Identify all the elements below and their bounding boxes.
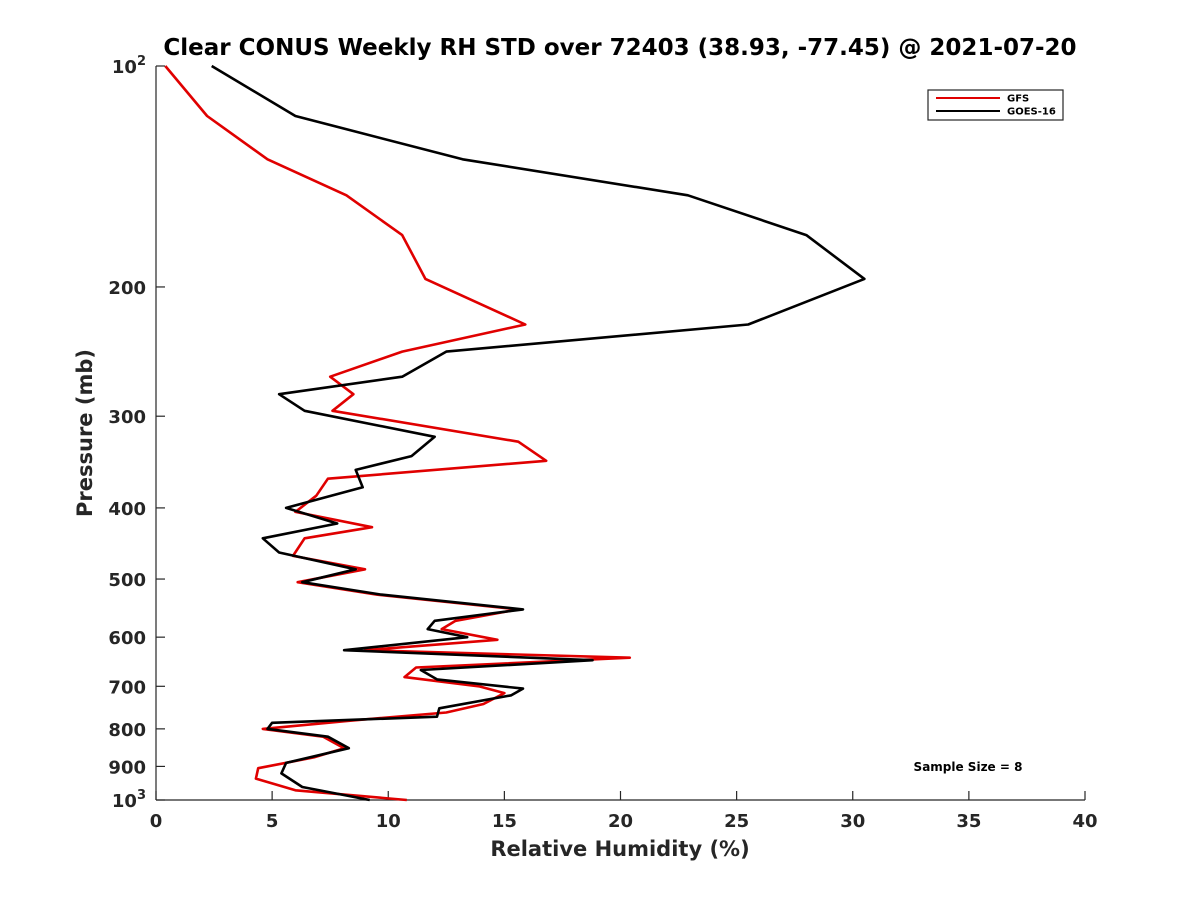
x-tick-label: 30: [840, 811, 865, 832]
y-tick-label: 300: [108, 407, 146, 428]
x-ticks: 0 5 10 15 20 25 30 35 40: [150, 791, 1098, 832]
x-axis-label: Relative Humidity (%): [490, 837, 749, 861]
x-tick-label: 10: [376, 811, 401, 832]
y-tick-label: 800: [108, 720, 146, 741]
x-tick-label: 0: [150, 811, 163, 832]
series-line-goes16: [211, 64, 866, 802]
y-tick-label: 700: [108, 677, 146, 698]
y-tick-label: 400: [108, 499, 146, 520]
chart-title: Clear CONUS Weekly RH STD over 72403 (38…: [163, 35, 1076, 61]
y-tick-label: 200: [108, 278, 146, 299]
y-tick-label: 103: [112, 788, 146, 812]
y-tick-label: 600: [108, 628, 146, 649]
x-tick-label: 15: [492, 811, 517, 832]
legend-label-goes16: GOES-16: [1007, 107, 1056, 118]
y-axis-label: Pressure (mb): [73, 349, 97, 517]
sample-size-annotation: Sample Size = 8: [914, 760, 1023, 774]
x-tick-label: 20: [608, 811, 633, 832]
x-tick-label: 5: [266, 811, 279, 832]
y-tick-label: 900: [108, 757, 146, 778]
x-tick-label: 25: [724, 811, 749, 832]
y-ticks: 102 200 300 400 500 600 700 800 900 103: [108, 54, 165, 812]
y-tick-label: 500: [108, 570, 146, 591]
legend: GFS GOES-16: [927, 89, 1064, 121]
series-lines: [164, 64, 866, 802]
legend-label-gfs: GFS: [1007, 94, 1029, 105]
legend-box: [927, 89, 1064, 121]
x-tick-label: 35: [956, 811, 981, 832]
y-tick-label: 102: [112, 54, 146, 78]
x-tick-label: 40: [1072, 811, 1097, 832]
plot-axes: [155, 66, 1085, 801]
